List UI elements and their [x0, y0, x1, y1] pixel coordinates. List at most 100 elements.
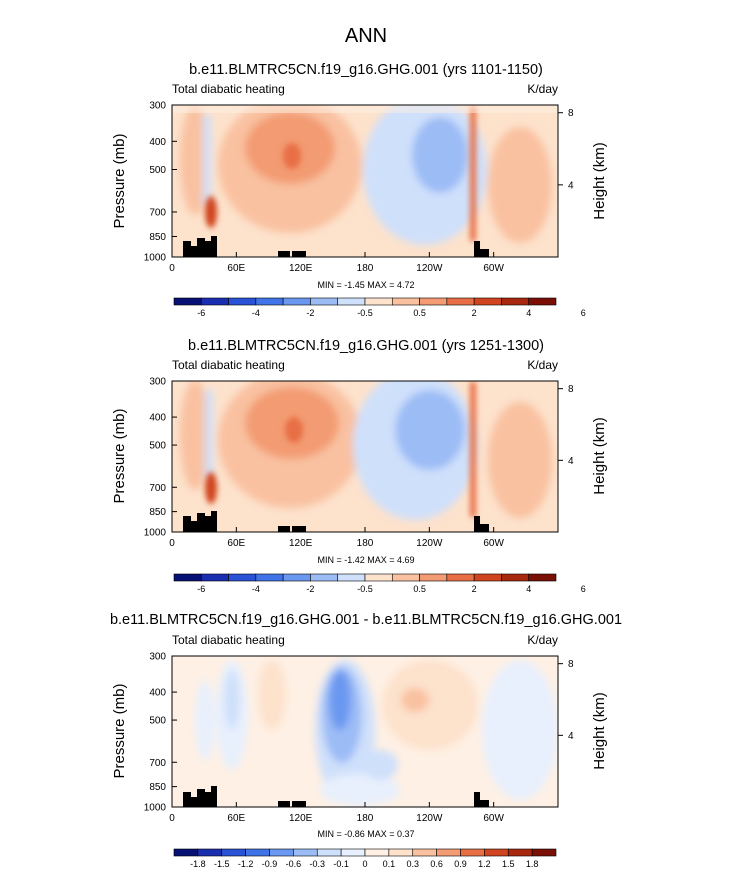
colorbar-label: 2 — [472, 308, 477, 318]
colorbar-label: -0.3 — [309, 859, 325, 869]
colorbar-label: 0 — [362, 859, 367, 869]
y-tick-label: 700 — [149, 483, 166, 494]
colorbar-swatch — [364, 297, 393, 306]
panel-1-right-axis-label: Height (km) — [591, 142, 608, 220]
colorbar-label: 0.3 — [406, 859, 419, 869]
colorbar-swatch — [282, 573, 311, 582]
panel-2-west-africa-cool-band — [205, 390, 213, 480]
colorbar-swatch — [364, 848, 390, 857]
colorbar-swatch — [473, 297, 502, 306]
colorbar-swatch — [528, 297, 557, 306]
x-tick-label: 120W — [416, 538, 443, 549]
colorbar-label: -0.6 — [286, 859, 302, 869]
y-tick-label: 500 — [149, 716, 166, 727]
panel-1-west-africa-cool-band — [203, 115, 211, 205]
panel-2-africa-warm-region — [180, 381, 210, 490]
panel-3-africa-cool-region — [195, 680, 215, 760]
panel-1-title: b.e11.BLMTRC5CN.f19_g16.GHG.001 (yrs 110… — [189, 62, 543, 78]
y-tick-label: 300 — [149, 652, 166, 663]
panel-2-land-mask — [183, 511, 489, 532]
panel-2-right-axis-label: Height (km) — [591, 417, 608, 495]
panel-3-land-mask — [183, 786, 489, 807]
y-tick-label: 700 — [149, 207, 166, 218]
panel-3-right-axis-label: Height (km) — [591, 692, 608, 770]
x-tick-label: 0 — [169, 263, 175, 274]
right-tick-label: 4 — [568, 456, 574, 467]
panel-1-africa-warm-max — [205, 196, 217, 228]
right-tick-label: 8 — [568, 659, 574, 670]
colorbar-swatch — [200, 297, 229, 306]
panel-1: b.e11.BLMTRC5CN.f19_g16.GHG.001 (yrs 110… — [111, 62, 608, 318]
colorbar-label: -2 — [306, 308, 314, 318]
colorbar-label: 2 — [472, 584, 477, 594]
panel-3-atlantic-warm-region — [382, 660, 478, 750]
colorbar-swatch — [200, 573, 229, 582]
colorbar-swatch — [255, 573, 284, 582]
right-tick-label: 4 — [568, 731, 574, 742]
x-tick-label: 120E — [289, 813, 313, 824]
colorbar-swatch — [269, 848, 294, 857]
colorbar-label: 4 — [526, 584, 531, 594]
y-tick-label: 300 — [149, 101, 166, 112]
y-tick-label: 300 — [149, 377, 166, 388]
colorbar-swatch — [173, 848, 199, 857]
colorbar-swatch — [388, 848, 414, 857]
x-tick-label: 0 — [169, 538, 175, 549]
right-tick-label: 8 — [568, 108, 574, 119]
panel-1-units-label: K/day — [527, 82, 558, 96]
colorbar-swatch — [446, 573, 475, 582]
colorbar-label: -0.9 — [262, 859, 278, 869]
colorbar-label: 0.5 — [413, 308, 426, 318]
colorbar-label: -0.5 — [357, 584, 373, 594]
panel-1-pacific-cool-core — [412, 117, 468, 193]
panel-3-y-label: Pressure (mb) — [111, 683, 128, 778]
x-tick-label: 60E — [227, 263, 245, 274]
panel-1-southern-ocean-neutral-band — [172, 105, 558, 113]
panel-3-colorbar: -1.8 -1.5 -1.2 -0.9 -0.6 -0.3 -0.1 0 0.1 0.3 0.6 0.… — [173, 848, 557, 869]
colorbar-label: 1.5 — [502, 859, 515, 869]
colorbar-label: 0.5 — [413, 584, 426, 594]
panel-2-stats: MIN = -1.42 MAX = 4.69 — [317, 555, 414, 565]
colorbar-swatch — [228, 573, 257, 582]
y-tick-label: 400 — [149, 413, 166, 424]
x-tick-label: 180 — [357, 813, 374, 824]
x-tick-label: 60W — [483, 538, 504, 549]
x-tick-label: 120W — [416, 813, 443, 824]
colorbar-swatch — [364, 573, 393, 582]
panel-3-stats: MIN = -0.86 MAX = 0.37 — [317, 829, 414, 839]
x-tick-label: 60E — [227, 813, 245, 824]
colorbar-swatch — [310, 573, 339, 582]
colorbar-label: -6 — [197, 584, 205, 594]
panel-3-indian-warm-region — [258, 660, 286, 730]
colorbar-label: 6 — [581, 308, 586, 318]
panel-2-andes-warm-region — [488, 402, 552, 518]
x-tick-label: 60E — [227, 538, 245, 549]
colorbar-swatch — [436, 848, 461, 857]
colorbar-swatch — [282, 297, 311, 306]
panel-1-colorbar: -6 -4 -2 -0.5 0.5 2 4 6 — [173, 297, 586, 318]
colorbar-swatch — [337, 297, 366, 306]
panel-1-axes: 0 60E 120E 180 120W 60W 300 400 500 700 850 1000 8 4 — [144, 101, 574, 275]
y-tick-label: 500 — [149, 165, 166, 176]
colorbar-swatch — [528, 573, 557, 582]
panel-1-andes-warm-region — [488, 127, 552, 243]
panel-1-y-label: Pressure (mb) — [111, 133, 128, 228]
panel-1-andes-warm-column — [470, 106, 476, 241]
panel-3-pacific-cool-core — [329, 670, 351, 730]
panel-2-axes: 0 60E 120E 180 120W 60W 300 400 500 700 850 1000 8 4 — [144, 377, 574, 550]
panel-2-title: b.e11.BLMTRC5CN.f19_g16.GHG.001 (yrs 125… — [188, 338, 544, 354]
panel-3-units-label: K/day — [527, 633, 558, 647]
colorbar-swatch — [473, 573, 502, 582]
colorbar-swatch — [173, 297, 202, 306]
colorbar-swatch — [391, 573, 420, 582]
colorbar-swatch — [446, 297, 475, 306]
colorbar-swatch — [501, 573, 530, 582]
panel-1-indian-warm-max — [283, 143, 301, 169]
colorbar-swatch — [419, 573, 448, 582]
y-tick-label: 400 — [149, 137, 166, 148]
colorbar-label: -1.8 — [190, 859, 206, 869]
panel-3-lower-cool-region — [320, 774, 400, 806]
panel-2: b.e11.BLMTRC5CN.f19_g16.GHG.001 (yrs 125… — [111, 338, 608, 594]
y-tick-label: 850 — [149, 232, 166, 243]
